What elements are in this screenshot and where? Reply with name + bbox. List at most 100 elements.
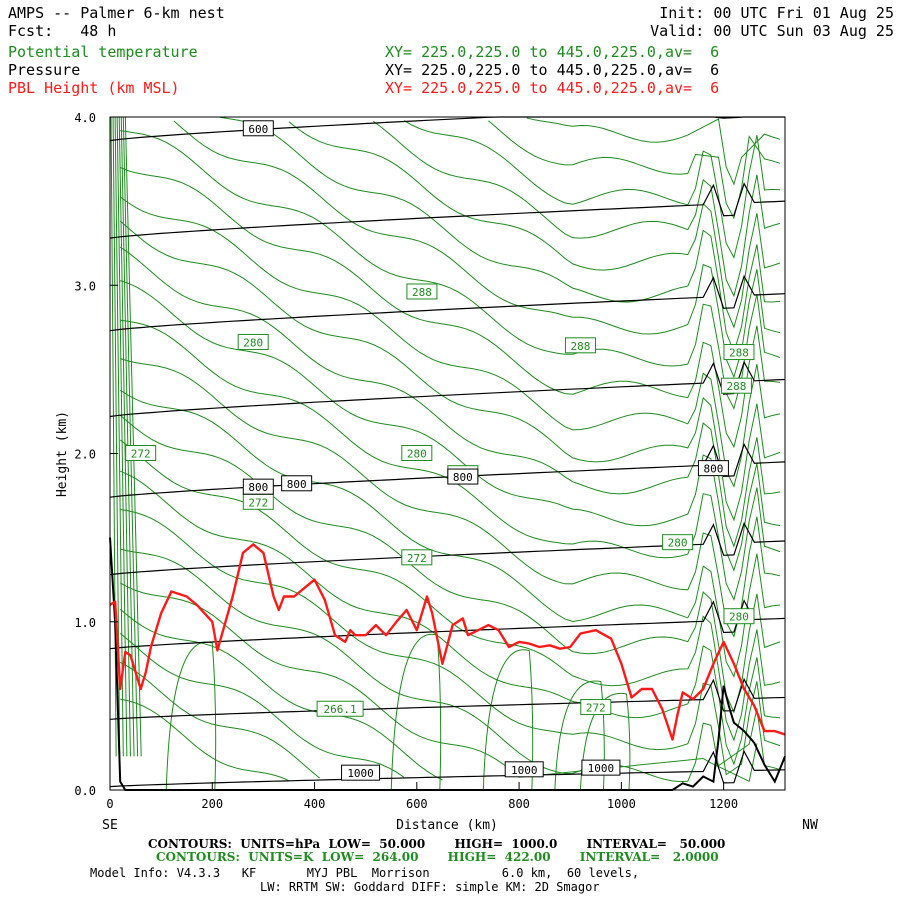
theta-contour-low <box>390 633 442 791</box>
field-xy-pressure: XY= 225.0,225.0 to 445.0,225.0,av= 6 <box>385 61 720 79</box>
theta-contour-low <box>579 692 631 791</box>
theta-label: 288 <box>571 340 591 353</box>
field-label-pbl: PBL Height (km MSL) <box>8 79 180 97</box>
pressure-contour-1000 <box>109 749 786 788</box>
pressure-label: 1000 <box>511 764 538 777</box>
x-left-label: SE <box>102 818 118 833</box>
theta-contour <box>119 414 781 714</box>
x-tick-label: 600 <box>406 797 428 811</box>
pbl-height-series <box>109 543 786 741</box>
theta-label: 272 <box>248 496 268 509</box>
theta-label-box <box>401 549 433 566</box>
pressure-label: 1000 <box>588 762 615 775</box>
x-tick-label: 0 <box>106 797 113 811</box>
x-tick-label: 800 <box>508 797 530 811</box>
field-xy-theta: XY= 225.0,225.0 to 445.0,225.0,av= 6 <box>385 43 720 61</box>
pressure-label-box <box>581 759 621 776</box>
y-tick-label: 2.0 <box>74 448 96 462</box>
theta-label: 266.1 <box>324 703 357 716</box>
pressure-label: 800 <box>703 463 723 476</box>
y-tick-label: 1.0 <box>74 616 96 630</box>
theta-contour-low <box>482 649 534 791</box>
axes: 0 200 400 600 800 1000 1200 0.0 1.0 2.0 3.0 4.0 <box>74 111 738 811</box>
pressure-label-box <box>281 475 313 492</box>
theta-label-box <box>662 534 694 551</box>
x-right-label: NW <box>802 818 818 833</box>
theta-contour <box>288 121 781 329</box>
theta-label: 272 <box>131 448 151 461</box>
theta-label: 288 <box>729 347 749 360</box>
theta-label-box <box>720 377 752 394</box>
pressure-contour-950 <box>109 677 786 720</box>
theta-label: 280 <box>407 448 427 461</box>
pressure-contour-750 <box>109 360 786 418</box>
pressure-label-box <box>242 478 274 495</box>
theta-contour-low <box>165 641 217 791</box>
theta-contour <box>403 120 780 259</box>
theta-contour <box>119 608 443 781</box>
theta-contour <box>173 120 781 379</box>
pbl-height-line <box>109 543 786 741</box>
theta-contours <box>110 116 781 791</box>
theta-contour <box>120 470 780 766</box>
x-tick-label: 400 <box>304 797 326 811</box>
theta-label-box <box>723 608 755 625</box>
x-axis-label: Distance (km) <box>396 818 498 833</box>
theta-contour-steep <box>114 116 124 757</box>
field-xy-pbl: XY= 225.0,225.0 to 445.0,225.0,av= 6 <box>385 79 720 97</box>
theta-label-box <box>237 333 269 350</box>
pressure-label-box <box>341 764 381 781</box>
pressure-label: 800 <box>287 478 307 491</box>
theta-contour <box>219 116 780 354</box>
x-tick-label: 200 <box>201 797 223 811</box>
y-tick-label: 0.0 <box>74 784 96 798</box>
theta-contour <box>119 220 781 522</box>
theta-contour <box>120 698 290 782</box>
theta-contour <box>120 130 781 410</box>
footer-physics-info: LW: RRTM SW: Goddard DIFF: simple KM: 2D… <box>260 880 600 894</box>
pressure-label: 800 <box>248 481 268 494</box>
field-label-theta: Potential temperature <box>8 43 198 61</box>
y-tick-label: 3.0 <box>74 279 96 293</box>
theta-label-box <box>723 344 755 361</box>
theta-contour <box>120 548 781 783</box>
theta-contour-steep <box>118 116 131 757</box>
theta-contour <box>120 358 781 638</box>
forecast-hour: Fcst: 48 h <box>8 22 117 40</box>
pressure-label: 1000 <box>347 767 374 780</box>
theta-label: 272 <box>407 552 427 565</box>
field-label-pressure: Pressure <box>8 61 81 79</box>
pressure-label-box <box>697 460 729 477</box>
init-time: Init: 00 UTC Fri 01 Aug 25 <box>659 4 894 22</box>
plot-frame <box>109 116 786 791</box>
pressure-label: 600 <box>248 123 268 136</box>
theta-label-box <box>564 337 596 354</box>
theta-contour <box>119 439 781 742</box>
theta-contour-steep <box>124 116 142 757</box>
theta-contour <box>119 246 780 548</box>
theta-contour <box>120 167 780 449</box>
theta-contour <box>120 319 781 602</box>
pressure-label-box <box>447 468 479 485</box>
x-tick-label: 1000 <box>607 797 636 811</box>
theta-label: 280 <box>243 336 263 349</box>
theta-contour-low <box>554 680 605 791</box>
pressure-contour-700 <box>109 274 786 332</box>
chart-title: AMPS -- Palmer 6-km nest <box>8 4 225 22</box>
theta-contour <box>120 509 781 776</box>
theta-label: 288 <box>412 286 432 299</box>
pressure-contour-650 <box>109 182 786 239</box>
theta-contour <box>119 633 405 778</box>
theta-label: 280 <box>668 537 688 550</box>
theta-label-box <box>406 283 438 300</box>
theta-label: 288 <box>726 380 746 393</box>
theta-label-box <box>316 700 364 717</box>
terrain <box>109 537 786 791</box>
theta-label-box <box>580 699 612 716</box>
footer-pressure-contours: CONTOURS: UNITS=hPa LOW= 50.000 HIGH= 10… <box>148 837 726 851</box>
theta-label-box <box>125 445 157 461</box>
theta-contour <box>488 120 781 220</box>
pressure-contour-900 <box>109 599 786 650</box>
pressure-label-box <box>242 120 274 137</box>
